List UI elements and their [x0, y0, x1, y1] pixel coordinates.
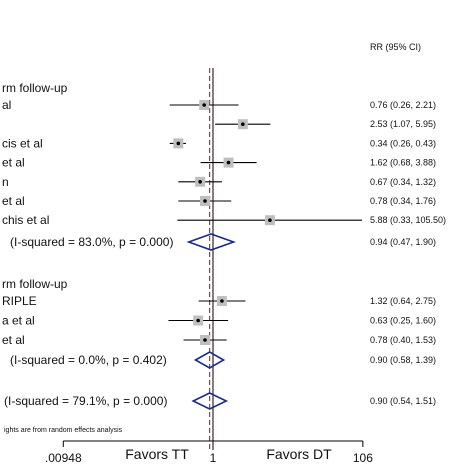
- study-label: cis et al: [2, 136, 43, 150]
- study-label: et al: [2, 194, 25, 208]
- rr-ci-value: 1.32 (0.64, 2.75): [370, 296, 436, 306]
- x-tick-label: .00948: [45, 451, 82, 465]
- x-tick-label: 1: [210, 451, 217, 465]
- group-heading: rm follow-up: [2, 277, 68, 291]
- subtotal-label: (I-squared = 83.0%, p = 0.000): [10, 235, 173, 249]
- point-estimate: [198, 180, 202, 184]
- x-tick-label: 106: [353, 451, 373, 465]
- favors-right-label: Favors DT: [266, 446, 332, 462]
- rr-ci-value: 0.63 (0.25, 1.60): [370, 316, 436, 326]
- reference-lines: [209, 68, 214, 450]
- subtotal-diamond: [193, 351, 226, 369]
- rr-ci-value: 0.94 (0.47, 1.90): [370, 237, 436, 247]
- rr-ci-value: 2.53 (1.07, 5.95): [370, 119, 436, 129]
- rr-ci-value: 0.78 (0.40, 1.53): [370, 335, 436, 345]
- study-label: chis et al: [2, 213, 49, 227]
- rr-ci-value: 0.76 (0.26, 2.21): [370, 100, 436, 110]
- point-estimate: [203, 338, 207, 342]
- favors-left-label: Favors TT: [125, 446, 189, 462]
- ci-column-header: RR (95% CI): [370, 42, 421, 52]
- study-marks: [168, 100, 362, 410]
- footnote: ights are from random effects analysis: [4, 427, 123, 434]
- point-estimate: [176, 141, 181, 146]
- overall-diamond: [191, 392, 229, 410]
- rr-ci-value: 5.88 (0.33, 105.50): [370, 215, 446, 225]
- rr-ci-value: 1.62 (0.68, 3.88): [370, 158, 436, 168]
- study-label: et al: [2, 333, 25, 347]
- x-axis: .00948 1 106 Favors TT Favors DT: [45, 440, 373, 465]
- study-label: et al: [2, 156, 25, 170]
- point-estimate: [268, 218, 272, 222]
- point-estimate: [202, 103, 206, 107]
- point-estimate: [220, 299, 224, 303]
- group-heading: rm follow-up: [2, 81, 68, 95]
- rr-ci-value: 0.67 (0.34, 1.32): [370, 177, 436, 187]
- rr-ci-value: 0.90 (0.58, 1.39): [370, 355, 436, 365]
- point-estimate: [226, 160, 231, 165]
- study-label: a et al: [2, 314, 35, 328]
- study-label: n: [2, 175, 9, 189]
- overall-label: (I-squared = 79.1%, p = 0.000): [4, 394, 167, 408]
- rr-ci-value: 0.78 (0.34, 1.76): [370, 196, 436, 206]
- rr-ci-value: 0.90 (0.54, 1.51): [370, 396, 436, 406]
- point-estimate: [241, 122, 245, 126]
- point-estimate: [203, 199, 207, 203]
- study-label: RIPLE: [2, 294, 37, 308]
- subtotal-label: (I-squared = 0.0%, p = 0.402): [10, 353, 167, 367]
- study-label: al: [2, 98, 11, 112]
- point-estimate: [196, 318, 200, 323]
- rr-ci-value: 0.34 (0.26, 0.43): [370, 138, 436, 148]
- subtotal-diamond: [186, 233, 237, 251]
- row-labels: rm follow-up al 0.76 (0.26, 2.21) 2.53 (1.0…: [2, 81, 446, 434]
